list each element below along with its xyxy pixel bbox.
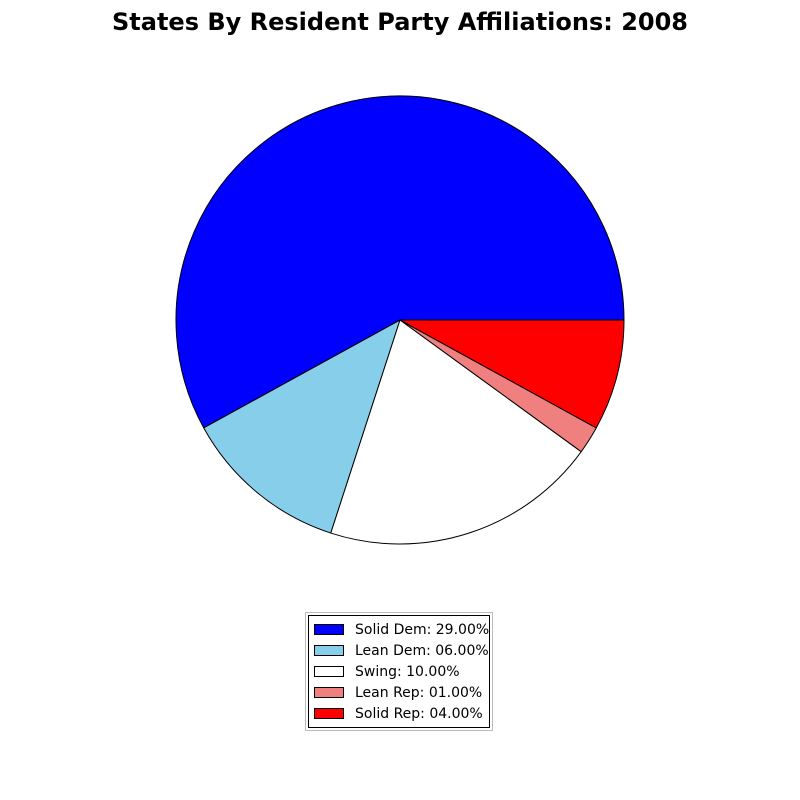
legend-swatch	[314, 687, 344, 698]
legend: Solid Dem: 29.00% Lean Dem: 06.00% Swing: …	[307, 614, 491, 729]
legend-label: Swing: 10.00%	[355, 663, 460, 680]
pie-slice-solid-dem	[175, 95, 625, 429]
legend-entry-lean-dem: Lean Dem: 06.00%	[309, 640, 489, 661]
legend-label: Solid Rep: 04.00%	[355, 705, 483, 722]
legend-swatch	[314, 708, 344, 719]
legend-swatch	[314, 645, 344, 656]
legend-entry-swing: Swing: 10.00%	[309, 661, 489, 682]
legend-entry-solid-dem: Solid Dem: 29.00%	[309, 619, 489, 640]
chart-title: States By Resident Party Affiliations: 2…	[111, 8, 689, 36]
legend-label: Solid Dem: 29.00%	[355, 621, 490, 638]
legend-label: Lean Rep: 01.00%	[355, 684, 483, 701]
pie-slice-lean-dem	[203, 319, 401, 534]
pie-slice-swing	[330, 319, 582, 545]
legend-entry-lean-rep: Lean Rep: 01.00%	[309, 682, 489, 703]
legend-entry-solid-rep: Solid Rep: 04.00%	[309, 703, 489, 724]
pie-slice-solid-rep	[399, 319, 625, 429]
legend-swatch	[314, 666, 344, 677]
legend-swatch	[314, 624, 344, 635]
legend-label: Lean Dem: 06.00%	[355, 642, 489, 659]
